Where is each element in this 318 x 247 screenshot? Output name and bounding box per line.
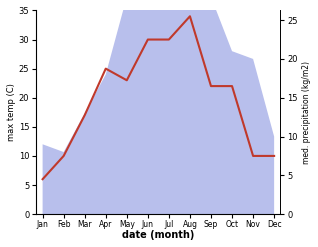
Y-axis label: med. precipitation (kg/m2): med. precipitation (kg/m2)	[302, 61, 311, 164]
X-axis label: date (month): date (month)	[122, 230, 195, 240]
Y-axis label: max temp (C): max temp (C)	[7, 83, 16, 141]
